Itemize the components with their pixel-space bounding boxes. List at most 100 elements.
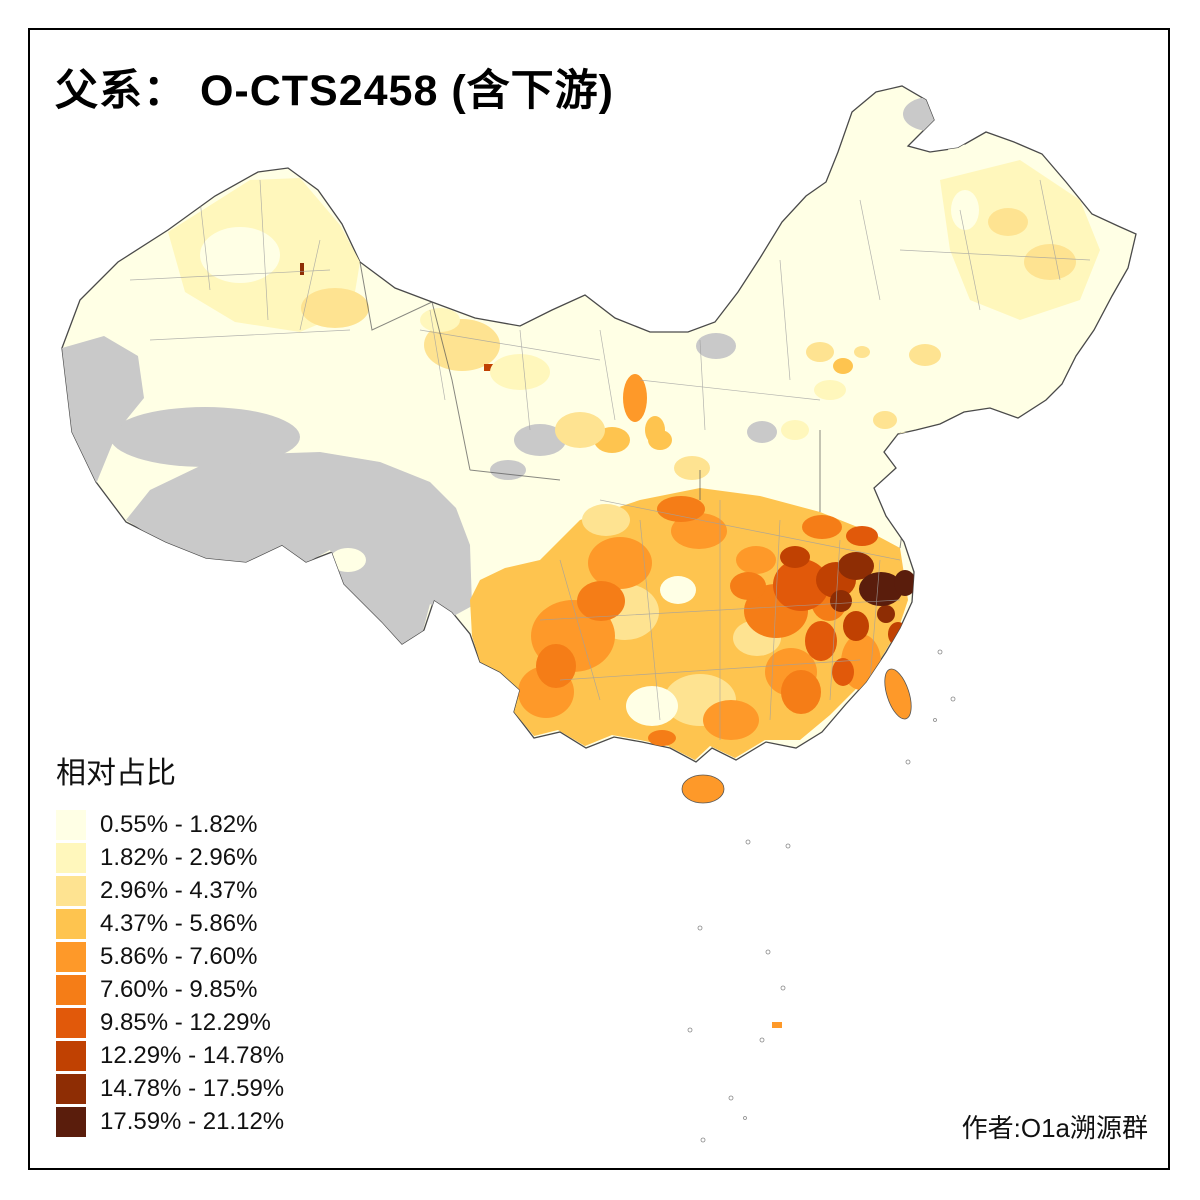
region-cream-gap-1 — [626, 686, 678, 726]
islands — [681, 649, 956, 1143]
region-xinjiang-yellow — [301, 288, 369, 328]
legend-label: 1.82% - 2.96% — [100, 843, 258, 871]
legend-row: 17.59% - 21.12% — [56, 1105, 284, 1138]
legend-row: 5.86% - 7.60% — [56, 940, 284, 973]
prefecture-boundaries — [129, 179, 1091, 740]
region-hebei-c3b — [854, 346, 870, 358]
region-xinjiang-cream — [200, 227, 280, 283]
region-ningxia-c4 — [645, 416, 665, 444]
legend-label: 17.59% - 21.12% — [100, 1107, 285, 1135]
region-kunlun-nodata — [110, 407, 300, 467]
region-hexi-pale — [490, 354, 550, 390]
legend-swatch — [56, 1073, 86, 1104]
region-liaoning-c3 — [909, 344, 941, 366]
region-gansu-pale — [420, 308, 460, 332]
region-heilongjiang-cream — [948, 143, 968, 157]
region-xinjiang-dark-sliver — [300, 263, 304, 275]
legend-label: 5.86% - 7.60% — [100, 942, 258, 970]
legend-label: 7.60% - 9.85% — [100, 975, 258, 1003]
region-c6-8 — [802, 515, 842, 539]
region-c8-4 — [888, 622, 908, 646]
region-shandong-c3 — [873, 411, 897, 429]
region-c6-1 — [536, 644, 576, 688]
region-c7-4 — [846, 526, 878, 546]
province-borders — [359, 261, 917, 549]
legend-swatch — [56, 941, 86, 972]
legend-title: 相对占比 — [56, 757, 176, 790]
region-taiwan — [884, 668, 912, 720]
legend-swatch — [56, 875, 86, 906]
region-tibet-nodata — [126, 452, 472, 648]
legend-swatch — [56, 974, 86, 1005]
legend-label: 14.78% - 17.59% — [100, 1074, 285, 1102]
region-nodata-3 — [696, 333, 736, 359]
legend-row: 0.55% - 1.82% — [56, 808, 284, 841]
legend-swatch — [56, 908, 86, 939]
region-gansu-yellow — [424, 319, 500, 371]
region-c5-3 — [588, 537, 652, 589]
region-dongsha-orange-dot — [772, 1022, 782, 1028]
region-northeast-c3a — [1024, 244, 1076, 280]
small-islands — [687, 649, 956, 1143]
region-northeast-cream — [951, 190, 979, 230]
legend-swatch — [56, 1040, 86, 1071]
region-hebei-c4 — [833, 358, 853, 374]
region-c6-9 — [648, 730, 676, 746]
legend-swatch — [56, 1106, 86, 1137]
region-c6-3 — [657, 496, 705, 522]
region-shanxi-c2a — [814, 380, 846, 400]
region-ningxia-c3 — [674, 456, 710, 480]
region-c10-1 — [859, 572, 903, 606]
legend-label: 12.29% - 14.78% — [100, 1041, 285, 1069]
legend: 相对占比 0.55% - 1.82% 1.82% - 2.96% 2.96% -… — [56, 748, 284, 1138]
legend-row: 14.78% - 17.59% — [56, 1072, 284, 1105]
legend-items: 0.55% - 1.82% 1.82% - 2.96% 2.96% - 4.37… — [56, 808, 284, 1138]
region-hainan — [681, 774, 725, 804]
legend-row: 4.37% - 5.86% — [56, 907, 284, 940]
region-c7-2 — [805, 621, 837, 661]
legend-label: 4.37% - 5.86% — [100, 909, 258, 937]
legend-label: 2.96% - 4.37% — [100, 876, 258, 904]
region-qinghai-c3 — [555, 412, 605, 448]
legend-row: 12.29% - 14.78% — [56, 1039, 284, 1072]
region-c6-2 — [577, 581, 625, 621]
region-nodata-2 — [490, 460, 526, 480]
legend-label: 0.55% - 1.82% — [100, 810, 258, 838]
region-nodata-4 — [747, 421, 777, 443]
region-west-xinjiang-nodata — [62, 336, 144, 484]
legend-row: 1.82% - 2.96% — [56, 841, 284, 874]
high-value-belt — [470, 488, 916, 760]
region-tibet-cream-patch — [330, 548, 366, 572]
region-c8-3 — [780, 546, 810, 568]
region-gansu-dark-dot — [484, 364, 493, 371]
region-nodata-1 — [514, 424, 566, 456]
region-c9-3 — [877, 605, 895, 623]
region-c7-1 — [773, 559, 829, 611]
legend-swatch — [56, 809, 86, 840]
region-northeast-c3b — [988, 208, 1028, 236]
region-hebei-c3a — [806, 342, 834, 362]
region-c5-7 — [671, 513, 727, 549]
region-c9-1 — [838, 552, 874, 580]
region-c7-3 — [832, 658, 854, 686]
region-c8-2 — [843, 611, 869, 641]
region-c3-4 — [582, 504, 630, 536]
legend-row: 2.96% - 4.37% — [56, 874, 284, 907]
region-shanxi-c2b — [781, 420, 809, 440]
region-c10-2 — [894, 570, 916, 596]
page-title: 父系： O-CTS2458 (含下游) — [55, 67, 614, 115]
region-c6-7 — [730, 572, 766, 600]
region-c5-8 — [736, 546, 776, 574]
legend-label: 9.85% - 12.29% — [100, 1008, 271, 1036]
region-c9-2 — [830, 590, 852, 612]
region-qinghai-orange-strip — [623, 374, 647, 422]
legend-row: 9.85% - 12.29% — [56, 1006, 284, 1039]
attribution: 作者:O1a溯源群 — [961, 1113, 1148, 1143]
region-nodata-5 — [903, 97, 957, 131]
legend-swatch — [56, 842, 86, 873]
region-c5-4 — [703, 700, 759, 740]
region-cream-gap-2 — [660, 576, 696, 604]
region-c6-5 — [781, 670, 821, 714]
legend-swatch — [56, 1007, 86, 1038]
